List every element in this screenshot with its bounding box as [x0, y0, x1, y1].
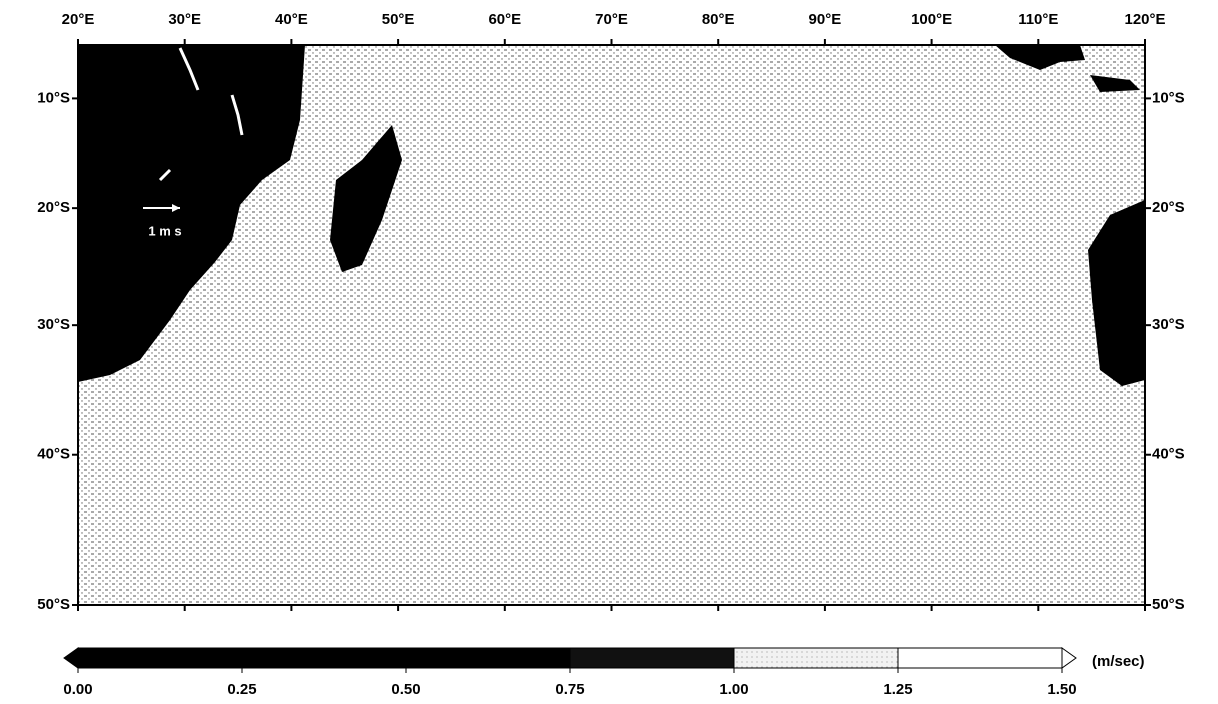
colorbar-unit: (m/sec)	[1092, 653, 1145, 670]
lon-label: 50°E	[382, 11, 415, 28]
lat-label-right: 10°S	[1152, 89, 1185, 106]
colorbar-segment	[569, 647, 735, 669]
australia	[1088, 200, 1145, 386]
lon-label: 90°E	[809, 11, 842, 28]
colorbar-tick-label: 1.50	[1047, 681, 1076, 698]
colorbar-segment	[405, 647, 571, 669]
lon-label: 30°E	[168, 11, 201, 28]
colorbar-tick-label: 1.25	[883, 681, 912, 698]
lake	[230, 94, 244, 136]
lat-label-right: 20°S	[1152, 199, 1185, 216]
lakes	[158, 47, 244, 182]
lon-label: 100°E	[911, 11, 952, 28]
lake	[178, 47, 200, 91]
lon-label: 120°E	[1124, 11, 1165, 28]
lon-label: 110°E	[1018, 11, 1058, 28]
lat-label-left: 50°S	[37, 596, 70, 613]
lon-label: 80°E	[702, 11, 735, 28]
colorbar-tick-label: 1.00	[719, 681, 748, 698]
lon-label: 20°E	[62, 11, 95, 28]
colorbar-tick-label: 0.00	[63, 681, 92, 698]
madagascar	[330, 125, 402, 272]
lon-label: 60°E	[488, 11, 521, 28]
land	[78, 45, 1145, 386]
lat-label-left: 20°S	[37, 199, 70, 216]
africa	[78, 45, 305, 382]
indonesia-east	[1090, 75, 1140, 92]
colorbar-segment	[77, 647, 243, 669]
lat-label-left: 30°S	[37, 316, 70, 333]
colorbar-segment	[897, 647, 1063, 669]
reference-arrow-head	[172, 204, 180, 212]
colorbar-extend-min	[63, 647, 79, 669]
indonesia	[995, 45, 1085, 70]
colorbar-tick-label: 0.75	[555, 681, 584, 698]
lat-label-right: 50°S	[1152, 596, 1185, 613]
colorbar-segment	[733, 647, 899, 669]
colorbar-segment	[241, 647, 407, 669]
colorbar-tick-label: 0.50	[391, 681, 420, 698]
lon-label: 70°E	[595, 11, 628, 28]
reference-arrow-label: 1 m s	[148, 223, 181, 238]
lat-label-right: 30°S	[1152, 316, 1185, 333]
lake	[158, 168, 172, 182]
lon-label: 40°E	[275, 11, 308, 28]
colorbar-extend-max	[1061, 647, 1077, 669]
lat-label-right: 40°S	[1152, 446, 1185, 463]
lat-label-left: 40°S	[37, 446, 70, 463]
lat-label-left: 10°S	[37, 89, 70, 106]
colorbar-tick-label: 0.25	[227, 681, 256, 698]
